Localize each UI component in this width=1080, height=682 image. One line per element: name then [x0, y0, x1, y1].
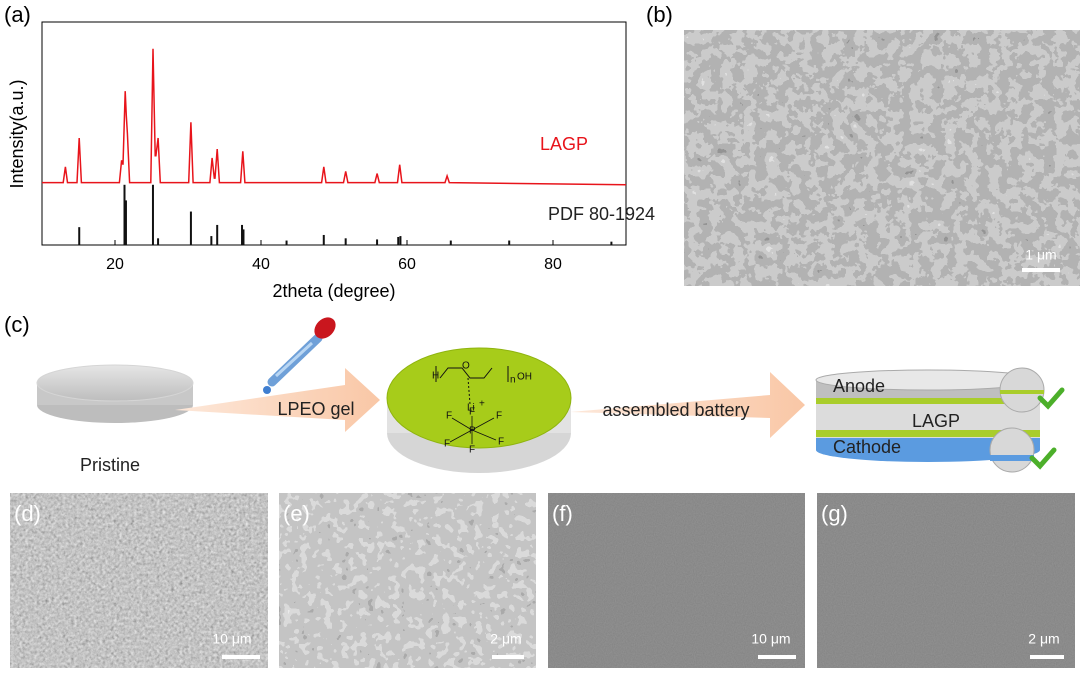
- label: LAGP: [912, 411, 960, 431]
- panel-label: (a): [4, 2, 31, 27]
- panel-label: (g): [821, 501, 848, 526]
- battery: [815, 367, 1065, 473]
- scale-label: 10 μm: [212, 631, 251, 647]
- panel-label: (e): [283, 501, 310, 526]
- plot-frame: [41, 21, 627, 246]
- x-tick-label: 20: [106, 256, 124, 273]
- dropper: [263, 317, 336, 394]
- sem-image: [10, 493, 268, 668]
- panel-label: (c): [4, 312, 30, 337]
- atom: H: [432, 371, 439, 382]
- scale-bar: [222, 655, 260, 659]
- arrow: [570, 372, 805, 438]
- atom: F: [446, 411, 452, 422]
- scale-label: 1 μm: [1025, 247, 1056, 263]
- sem-image: [279, 493, 536, 668]
- atom: Li: [467, 403, 475, 414]
- sem-texture: [817, 493, 1075, 668]
- caption: Pristine: [80, 455, 140, 475]
- atom: n: [510, 375, 516, 386]
- atom: F: [469, 445, 475, 456]
- label: Anode: [833, 376, 885, 396]
- atom: O: [462, 361, 470, 372]
- disk-top: [36, 364, 194, 402]
- disk-top-gel: [386, 347, 572, 449]
- atom: OH: [517, 372, 532, 383]
- sem-texture: [548, 493, 805, 668]
- panel-label: (b): [646, 2, 673, 27]
- y-axis-label: Intensity(a.u.): [7, 79, 27, 188]
- atom: F: [444, 439, 450, 450]
- series-label: PDF 80-1924: [548, 204, 655, 224]
- atom: P: [469, 426, 476, 437]
- caption: LPEO gel: [277, 399, 354, 419]
- sem-image: [684, 30, 1080, 286]
- x-tick-label: 80: [544, 256, 562, 273]
- scale-label: 10 μm: [751, 631, 790, 647]
- atom: F: [469, 407, 475, 418]
- panel-label: (f): [552, 501, 573, 526]
- scale-bar: [1022, 268, 1060, 272]
- atom: F: [496, 411, 502, 422]
- label: Cathode: [833, 437, 901, 457]
- atom: +: [479, 399, 485, 410]
- atom: F: [498, 437, 504, 448]
- xrd-chart: 2theta (degree) Intensity(a.u.) 20 40 60 80…: [7, 21, 655, 301]
- x-tick-label: 60: [398, 256, 416, 273]
- caption: assembled battery: [602, 400, 749, 420]
- x-axis-label: 2theta (degree): [272, 281, 395, 301]
- series-label: LAGP: [540, 134, 588, 154]
- arrow: [175, 368, 380, 432]
- x-tick-label: 40: [252, 256, 270, 273]
- panel-label: (d): [14, 501, 41, 526]
- spectrum-line: [42, 48, 627, 186]
- scale-bar: [1030, 655, 1064, 659]
- scale-bar: [492, 655, 524, 659]
- molecule: H O n OH Li + P F F F F F F: [432, 361, 532, 456]
- scale-label: 2 μm: [1028, 631, 1059, 647]
- schematic: Pristine LPEO gel H O n OH Li + P F F F …: [36, 317, 1065, 475]
- scale-bar: [758, 655, 796, 659]
- scale-label: 2 μm: [490, 631, 521, 647]
